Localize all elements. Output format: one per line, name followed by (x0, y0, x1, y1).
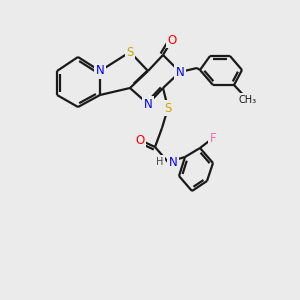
Text: H: H (156, 157, 163, 167)
Text: N: N (144, 98, 152, 110)
Text: N: N (169, 155, 178, 169)
Text: F: F (210, 131, 216, 145)
Text: N: N (176, 65, 184, 79)
Text: O: O (135, 134, 145, 146)
Text: CH₃: CH₃ (239, 95, 257, 105)
Text: S: S (164, 101, 172, 115)
Text: N: N (96, 64, 104, 77)
Text: O: O (167, 34, 177, 46)
Text: S: S (126, 46, 134, 59)
